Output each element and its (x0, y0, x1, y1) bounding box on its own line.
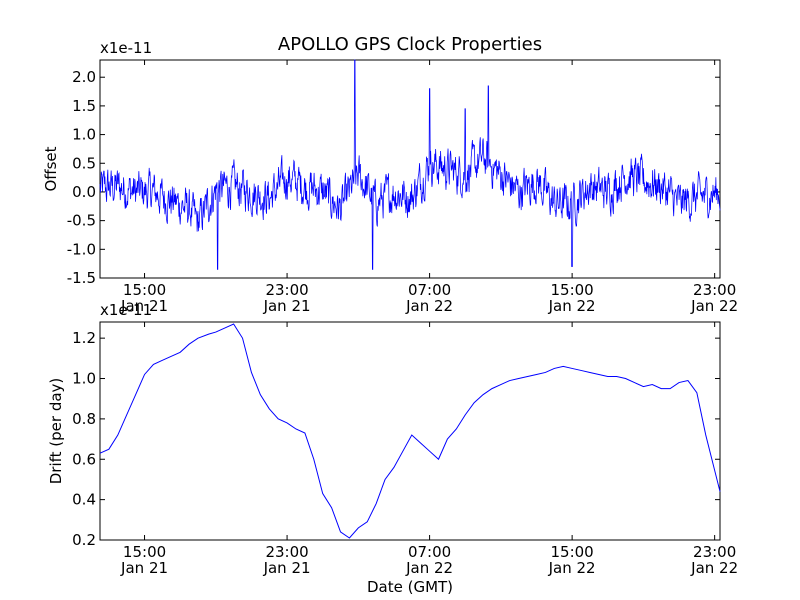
drift-x-tick-time: 23:00 (693, 543, 736, 561)
offset-x-tick-time: 15:00 (123, 281, 166, 299)
drift-x-tick-time: 15:00 (123, 543, 166, 561)
offset-y-tick-label: -0.5 (67, 212, 96, 230)
offset-y-ticks: -1.5 -1.0 -0.5 0.0 0.5 1.0 1.5 2.0 (67, 68, 720, 287)
offset-y-tick-label: 1.5 (72, 97, 96, 115)
drift-x-tick-date: Jan 22 (405, 559, 453, 577)
drift-x-tick-date: Jan 21 (120, 559, 168, 577)
offset-x-tick-date: Jan 21 (120, 297, 168, 315)
offset-x-tick-time: 23:00 (265, 281, 308, 299)
drift-y-tick-label: 0.4 (72, 491, 96, 509)
offset-x-tick-date: Jan 21 (263, 297, 311, 315)
drift-y-tick-label: 1.0 (72, 370, 96, 388)
drift-y-tick-label: 1.2 (72, 329, 96, 347)
offset-x-tick-time: 23:00 (693, 281, 736, 299)
drift-panel: x1e-11 Drift (per day) 0.2 0.4 0.6 0.8 1.0 1.… (47, 301, 738, 577)
offset-y-tick-label: 0.0 (72, 183, 96, 201)
drift-y-ticks: 0.2 0.4 0.6 0.8 1.0 1.2 (72, 329, 720, 549)
offset-y-tick-label: -1.0 (67, 240, 96, 258)
drift-y-tick-label: 0.2 (72, 531, 96, 549)
drift-x-tick-date: Jan 22 (690, 559, 738, 577)
x-axis-label: Date (GMT) (367, 578, 453, 596)
chart-title: APOLLO GPS Clock Properties (278, 34, 542, 55)
drift-axis-label: Drift (per day) (47, 378, 65, 485)
drift-y-tick-label: 0.8 (72, 410, 96, 428)
offset-axis-label: Offset (42, 146, 60, 191)
offset-y-tick-label: 2.0 (72, 68, 96, 86)
drift-scale-label: x1e-11 (100, 301, 152, 319)
offset-series-line (99, 59, 721, 270)
offset-x-tick-time: 07:00 (408, 281, 451, 299)
drift-x-tick-date: Jan 21 (263, 559, 311, 577)
offset-y-tick-label: -1.5 (67, 269, 96, 287)
offset-x-tick-time: 15:00 (551, 281, 594, 299)
drift-series-line (99, 323, 721, 539)
offset-plot-area (99, 59, 721, 279)
drift-y-tick-label: 0.6 (72, 450, 96, 468)
offset-x-tick-date: Jan 22 (405, 297, 453, 315)
drift-x-tick-time: 07:00 (408, 543, 451, 561)
offset-scale-label: x1e-11 (100, 39, 152, 57)
offset-panel: x1e-11 Offset -1.5 -1.0 -0.5 0.0 0.5 1.0 1.5 2.… (42, 39, 738, 315)
drift-plot-area (99, 321, 721, 541)
offset-y-tick-label: 1.0 (72, 126, 96, 144)
offset-x-tick-date: Jan 22 (690, 297, 738, 315)
drift-x-tick-time: 15:00 (551, 543, 594, 561)
drift-x-tick-date: Jan 22 (548, 559, 596, 577)
offset-x-tick-date: Jan 22 (548, 297, 596, 315)
offset-y-tick-label: 0.5 (72, 154, 96, 172)
drift-x-tick-time: 23:00 (265, 543, 308, 561)
